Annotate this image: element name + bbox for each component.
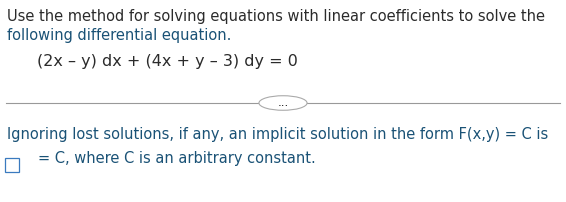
Text: ...: ... (277, 97, 289, 109)
Text: = C, where C is an arbitrary constant.: = C, where C is an arbitrary constant. (38, 151, 316, 166)
Ellipse shape (259, 96, 307, 110)
Text: Ignoring lost solutions, if any, an implicit solution in the form F(x,y) = C is: Ignoring lost solutions, if any, an impl… (7, 127, 548, 142)
Text: Use the method for solving equations with linear coefficients to solve the: Use the method for solving equations wit… (7, 9, 545, 24)
Text: (2x – y) dx + (4x + y – 3) dy = 0: (2x – y) dx + (4x + y – 3) dy = 0 (37, 54, 298, 69)
Text: following differential equation.: following differential equation. (7, 28, 231, 43)
FancyBboxPatch shape (5, 158, 19, 172)
